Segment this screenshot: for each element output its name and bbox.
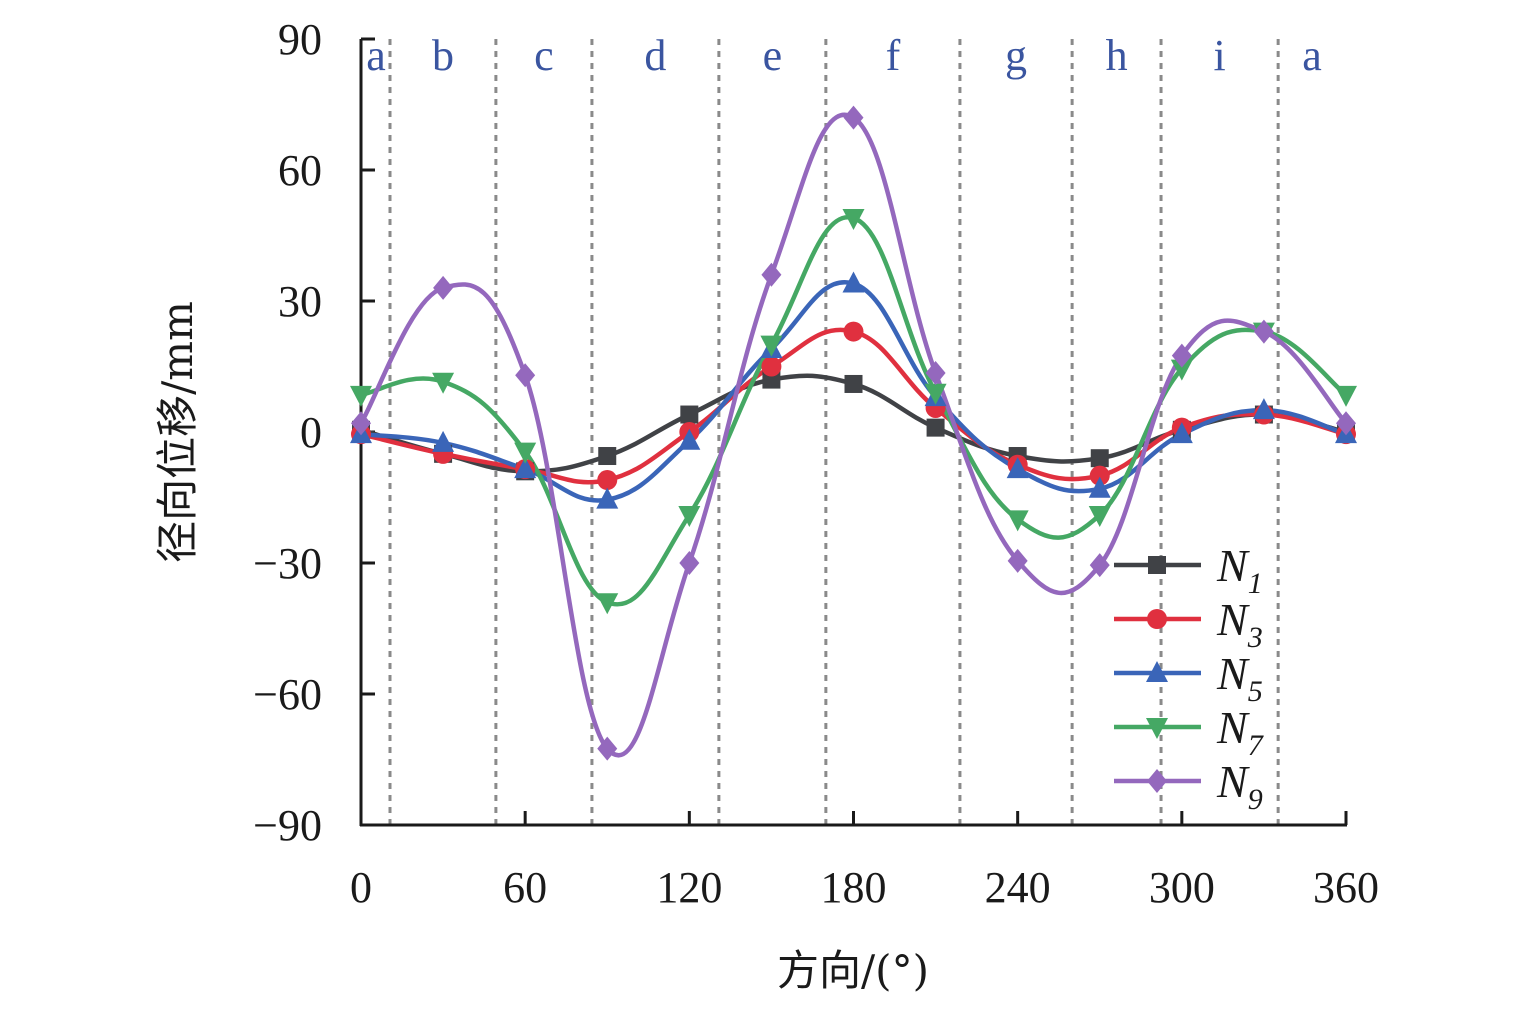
x-tick-label: 180 (821, 863, 887, 912)
data-point-n7 (760, 335, 783, 357)
legend-item-n5: N5 (1114, 648, 1263, 708)
data-point-n3 (597, 470, 618, 491)
region-label-g: g (1005, 31, 1027, 80)
data-point-n5 (842, 271, 865, 293)
data-point-n9 (515, 363, 536, 388)
x-axis-title: 方向/(°) (777, 946, 929, 995)
legend-subscript: 7 (1248, 729, 1265, 762)
data-point-n7 (1170, 359, 1193, 381)
data-point-n3 (843, 321, 864, 342)
legend-label: N7 (1216, 702, 1265, 762)
data-point-n5 (1252, 398, 1275, 420)
region-label-f: f (886, 31, 901, 80)
y-ticks: −90 −60 −30 0 30 60 90 (253, 15, 375, 850)
data-point-n7 (596, 593, 619, 615)
legend-subscript: 3 (1247, 621, 1263, 654)
data-point-n3 (1089, 465, 1110, 486)
legend-subscript: 1 (1248, 567, 1263, 600)
y-tick-label: −30 (253, 539, 322, 588)
x-tick-label: 0 (350, 863, 372, 912)
y-tick-label: 30 (278, 277, 322, 326)
region-label-b: b (432, 31, 454, 80)
y-tick-label: 60 (278, 146, 322, 195)
data-point-n9 (925, 361, 946, 386)
region-label-a: a (1302, 31, 1322, 80)
data-point-n7 (842, 209, 865, 231)
data-point-n3 (761, 356, 782, 377)
region-label-h: h (1106, 31, 1128, 80)
legend-marker (1148, 556, 1166, 574)
legend-label: N3 (1216, 594, 1263, 654)
data-point-n5 (432, 430, 455, 452)
x-tick-label: 300 (1149, 863, 1215, 912)
y-tick-label: −60 (253, 670, 322, 719)
data-point-n5 (1088, 476, 1111, 498)
data-point-n1 (598, 447, 617, 466)
region-label-c: c (534, 31, 554, 80)
data-point-n9 (597, 736, 618, 761)
region-label-a: a (366, 31, 386, 80)
data-point-n5 (678, 428, 701, 450)
data-point-n1 (926, 418, 945, 437)
y-tick-label: 90 (278, 15, 322, 64)
legend-label: N9 (1216, 756, 1263, 816)
data-point-n5 (596, 487, 619, 509)
data-point-n9 (1336, 411, 1356, 436)
y-tick-label: 0 (300, 408, 322, 457)
data-point-n9 (1171, 343, 1192, 368)
data-point-n1 (844, 374, 863, 393)
data-point-n7 (1006, 510, 1029, 532)
data-point-n7 (350, 385, 372, 407)
data-point-n7 (432, 372, 455, 394)
legend-marker (1146, 661, 1168, 682)
data-point-n9 (1007, 548, 1028, 573)
region-label-i: i (1213, 31, 1225, 80)
data-point-n9 (1253, 319, 1274, 344)
legend-item-n7: N7 (1114, 702, 1265, 762)
series-markers (350, 105, 1357, 761)
data-point-n7 (514, 442, 537, 464)
legend-marker (1147, 609, 1167, 629)
legend-subscript: 5 (1248, 675, 1263, 708)
legend-item-n9: N9 (1114, 756, 1263, 816)
y-axis-title: 径向位移/mm (153, 301, 202, 563)
data-point-n7 (1335, 385, 1357, 407)
x-ticks: 0 60 120 180 240 300 360 (350, 811, 1379, 912)
legend-marker (1147, 769, 1167, 793)
data-point-n9 (679, 551, 700, 575)
data-point-n9 (351, 411, 371, 436)
region-label-e: e (763, 31, 783, 80)
data-point-n7 (924, 383, 947, 405)
legend-subscript: 9 (1248, 783, 1263, 816)
legend-label: N1 (1216, 540, 1263, 600)
x-tick-label: 240 (985, 863, 1051, 912)
data-point-n5 (1006, 457, 1029, 479)
data-point-n1 (680, 405, 699, 424)
data-point-n7 (1088, 505, 1111, 527)
data-point-n9 (843, 105, 864, 130)
data-point-n7 (678, 505, 701, 527)
x-tick-label: 120 (656, 863, 722, 912)
x-tick-label: 360 (1313, 863, 1379, 912)
legend-marker (1146, 718, 1168, 739)
data-point-n9 (433, 275, 454, 300)
legend-label: N5 (1216, 648, 1263, 708)
region-label-d: d (644, 31, 666, 80)
data-point-n5 (514, 457, 537, 479)
data-point-n5 (1170, 422, 1193, 444)
legend-item-n1: N1 (1114, 540, 1263, 600)
series-line-n9 (359, 112, 1348, 758)
data-point-n9 (1089, 553, 1110, 578)
data-point-n1 (1090, 449, 1109, 468)
x-tick-label: 60 (503, 863, 547, 912)
y-tick-label: −90 (253, 801, 322, 850)
data-point-n9 (761, 262, 782, 287)
legend-item-n3: N3 (1114, 594, 1263, 654)
